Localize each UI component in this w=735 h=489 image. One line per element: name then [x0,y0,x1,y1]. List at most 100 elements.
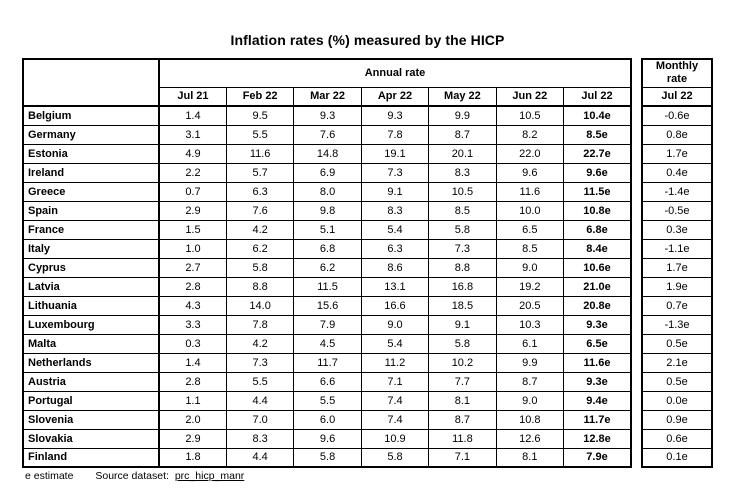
value-cell: 8.0 [293,181,362,202]
value-cell: 6.6 [293,371,362,392]
monthly-table-row: 0.0e [641,390,713,411]
value-cell: 2.7 [158,257,227,278]
value-cell: 9.9 [428,105,497,126]
value-cell: 4.2 [225,333,295,354]
value-cell: 9.1 [360,181,430,202]
monthly-table-body: -0.6e 0.8e 1.7e 0.4e -1.4e -0.5e 0.3e -1.1e 1.7e… [641,105,713,468]
value-cell: 1.5 [158,219,227,240]
value-cell: 9.9 [495,352,565,373]
monthly-value-cell: -1.1e [641,238,713,259]
value-cell: 8.3 [225,428,295,449]
monthly-table-row: -1.1e [641,238,713,259]
value-cell: 20.5 [495,295,565,316]
monthly-value-cell: 0.5e [641,371,713,392]
value-cell: 8.5e [563,124,632,145]
country-cell: Greece [22,181,160,202]
country-cell: Lithuania [22,295,160,316]
table-row-slovakia: Slovakia 2.9 8.3 9.6 10.9 11.8 12.6 12.8e [22,428,632,449]
monthly-table-row: 2.1e [641,352,713,373]
value-cell: 8.7 [495,371,565,392]
value-cell: 19.1 [360,143,430,164]
table-row-finland: Finland 1.8 4.4 5.8 5.8 7.1 8.1 7.9e [22,447,632,468]
value-cell: 10.3 [495,314,565,335]
value-cell: 7.6 [293,124,362,145]
column-header-mar-22: Mar 22 [293,86,362,107]
value-cell: 9.4e [563,390,632,411]
value-cell: 2.8 [158,276,227,297]
monthly-table-row: -1.4e [641,181,713,202]
value-cell: 5.5 [225,371,295,392]
monthly-table-row: 1.7e [641,143,713,164]
value-cell: 6.9 [293,162,362,183]
value-cell: 10.9 [360,428,430,449]
monthly-value-cell: 0.1e [641,447,713,468]
value-cell: 4.5 [293,333,362,354]
value-cell: 21.0e [563,276,632,297]
value-cell: 9.6 [495,162,565,183]
monthly-value-cell: -0.5e [641,200,713,221]
annual-rate-header: Annual rate [158,58,632,88]
country-cell: Belgium [22,105,160,126]
monthly-value-cell: 0.4e [641,162,713,183]
value-cell: 9.3 [293,105,362,126]
value-cell: 8.7 [428,409,497,430]
source-dataset-label: Source dataset: [95,470,169,482]
value-cell: 10.8e [563,200,632,221]
value-cell: 7.8 [360,124,430,145]
table-row-ireland: Ireland 2.2 5.7 6.9 7.3 8.3 9.6 9.6e [22,162,632,183]
monthly-value-cell: -1.4e [641,181,713,202]
value-cell: 12.6 [495,428,565,449]
table-row-portugal: Portugal 1.1 4.4 5.5 7.4 8.1 9.0 9.4e [22,390,632,411]
value-cell: 1.4 [158,352,227,373]
country-cell: Germany [22,124,160,145]
value-cell: 6.0 [293,409,362,430]
value-cell: 4.4 [225,390,295,411]
value-cell: 8.3 [428,162,497,183]
value-cell: 5.8 [428,219,497,240]
monthly-value-cell: -1.3e [641,314,713,335]
source-dataset-link[interactable]: prc_hicp_manr [174,470,245,482]
country-cell: Estonia [22,143,160,164]
annual-group-header-row: Annual rate [22,58,632,107]
table-row-slovenia: Slovenia 2.0 7.0 6.0 7.4 8.7 10.8 11.7e [22,409,632,430]
value-cell: 11.5e [563,181,632,202]
value-cell: 7.9 [293,314,362,335]
value-cell: 6.8 [293,238,362,259]
value-cell: 5.8 [293,447,362,468]
country-cell: Slovakia [22,428,160,449]
page-title: Inflation rates (%) measured by the HICP [230,32,505,48]
value-cell: 5.5 [293,390,362,411]
column-header-apr-22: Apr 22 [360,86,430,107]
value-cell: 5.1 [293,219,362,240]
country-cell: Malta [22,333,160,354]
monthly-table-row: 0.7e [641,295,713,316]
value-cell: 9.0 [495,257,565,278]
value-cell: 0.3 [158,333,227,354]
value-cell: 11.7e [563,409,632,430]
value-cell: 16.6 [360,295,430,316]
monthly-table-row: 0.5e [641,371,713,392]
table-row-luxembourg: Luxembourg 3.3 7.8 7.9 9.0 9.1 10.3 9.3e [22,314,632,335]
value-cell: 7.7 [428,371,497,392]
value-cell: 6.2 [293,257,362,278]
value-cell: 9.3 [360,105,430,126]
annual-col-header-row: Jul 21 Feb 22 Mar 22 Apr 22 May 22 Jun 22 Jul … [23,86,632,107]
value-cell: 10.8 [495,409,565,430]
value-cell: 13.1 [360,276,430,297]
monthly-value-cell: -0.6e [641,105,713,126]
country-cell: Ireland [22,162,160,183]
value-cell: 8.1 [495,447,565,468]
table-row-cyprus: Cyprus 2.7 5.8 6.2 8.6 8.8 9.0 10.6e [22,257,632,278]
value-cell: 5.8 [360,447,430,468]
table-row-estonia: Estonia 4.9 11.6 14.8 19.1 20.1 22.0 22.7e [22,143,632,164]
value-cell: 7.4 [360,390,430,411]
value-cell: 10.0 [495,200,565,221]
monthly-value-cell: 0.9e [641,409,713,430]
monthly-table-row: 0.6e [641,428,713,449]
value-cell: 5.8 [225,257,295,278]
monthly-value-cell: 0.8e [641,124,713,145]
value-cell: 2.9 [158,428,227,449]
value-cell: 5.5 [225,124,295,145]
monthly-table-row: -0.5e [641,200,713,221]
value-cell: 16.8 [428,276,497,297]
